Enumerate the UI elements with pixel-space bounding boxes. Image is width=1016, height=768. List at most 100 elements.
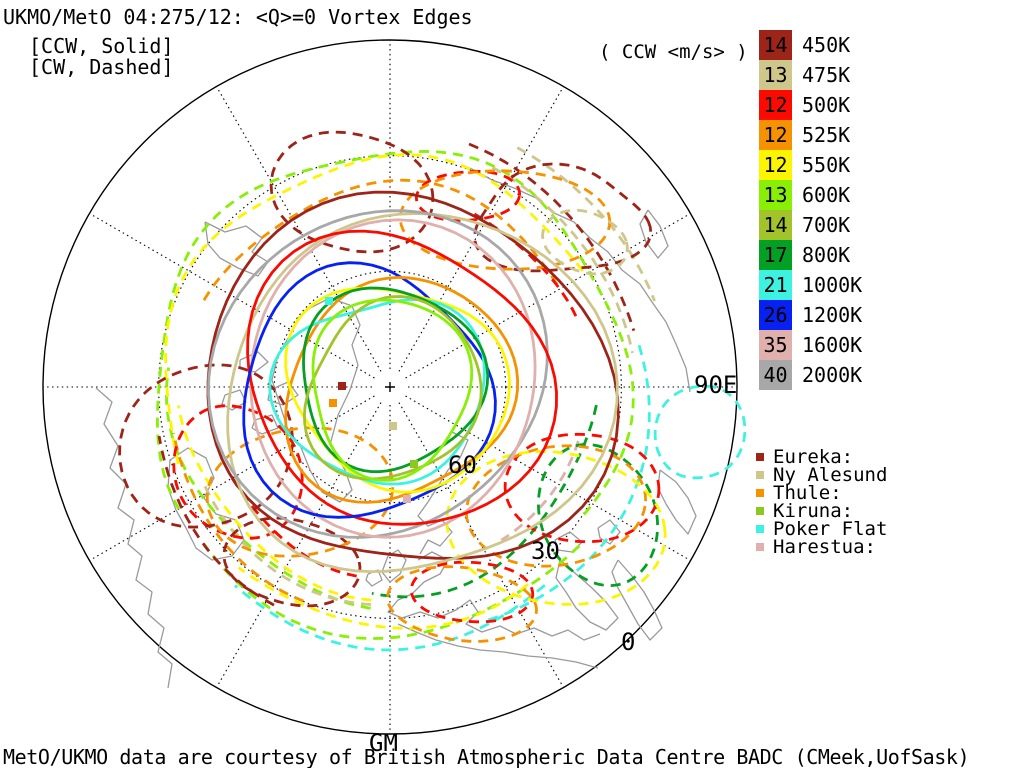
coastline-2: [267, 381, 299, 406]
coastline-17: [555, 559, 619, 631]
latitude-label-30: 30: [531, 537, 560, 565]
cw-dashed-arc-550K-3: [164, 153, 587, 465]
legend-row-525K: 12 525K: [759, 120, 1009, 150]
legend-level-label: 500K: [802, 93, 851, 117]
coastline-19: [657, 469, 697, 535]
cw-dashed-arc-525K-7: [172, 432, 305, 603]
page-title: UKMO/MetO 04:275/12: <Q>=0 Vortex Edges: [3, 5, 473, 29]
cw-dashed-loop-525K-10: [386, 565, 538, 643]
legend-row-475K: 13 475K: [759, 60, 1009, 90]
cw-dashed-arc-1000K-15: [234, 584, 546, 652]
ccw-vortex-edge-500K: [246, 229, 558, 526]
cw-dashed-loop-500K-6: [172, 404, 304, 540]
cw-dashed-loop-450K-0: [269, 130, 435, 254]
station-color-square: [756, 525, 764, 533]
latitude-label-0: 0: [621, 628, 636, 656]
station-color-square: [756, 543, 764, 551]
cw-dashed-loop-800K-11: [536, 443, 660, 587]
legend-swatch-1000K: 21: [759, 270, 792, 300]
station-name-label: Kiruna:: [773, 500, 854, 522]
legend-swatch-800K: 17: [759, 240, 792, 270]
ccw-vortex-edge-1000K: [268, 298, 486, 486]
station-color-square: [756, 507, 764, 515]
station-color-square: [756, 453, 764, 461]
meridian-label-90e: 90E: [694, 371, 738, 399]
station-marker-nyalesund: [389, 422, 397, 430]
ccw-vortex-edge-525K: [284, 276, 519, 504]
station-name-label: Poker Flat: [773, 518, 888, 540]
legend-row-2000K: 40 2000K: [759, 360, 1009, 390]
coastline-9: [639, 209, 669, 259]
legend-header: ( CCW <m/s> ): [599, 41, 748, 63]
legend-level-label: 600K: [802, 183, 851, 207]
cw-dashed-arc-600K-1: [164, 367, 371, 610]
station-row-nyalesund: Ny Alesund: [754, 464, 974, 486]
pole-marker: [385, 382, 395, 392]
legend-row-1600K: 35 1600K: [759, 330, 1009, 360]
station-marker-eureka: [338, 382, 346, 390]
cw-dashed-arc-550K-5: [237, 566, 529, 630]
coastline-0: [271, 297, 361, 503]
legend-level-label: 450K: [802, 33, 851, 57]
meridian-spoke-150: [89, 395, 375, 561]
legend-row-600K: 13 600K: [759, 180, 1009, 210]
cw-dashed-loop-500K-9: [409, 560, 535, 624]
legend-swatch-525K: 12: [759, 120, 792, 150]
ccw-vortex-edge-600K: [311, 298, 474, 482]
legend-swatch-1200K: 26: [759, 300, 792, 330]
legend-swatch-600K: 13: [759, 180, 792, 210]
station-row-harestua: Harestua:: [754, 536, 974, 558]
station-name-label: Thule:: [773, 482, 842, 504]
coastline-16: [397, 623, 599, 669]
legend-row-700K: 14 700K: [759, 210, 1009, 240]
station-color-square: [756, 489, 764, 497]
station-color-square: [756, 471, 764, 479]
legend-level-label: 2000K: [802, 363, 863, 387]
coastline-15: [387, 551, 601, 641]
cw-dashed-arc-550K-4: [177, 405, 372, 602]
subtitle-cw-dashed: [CW, Dashed]: [29, 55, 174, 79]
meridian-spoke-60: [398, 402, 564, 688]
station-name-label: Harestua:: [773, 536, 876, 558]
station-marker-pokerflat: [325, 297, 333, 305]
legend-swatch-1600K: 35: [759, 330, 792, 360]
legend-row-1200K: 26 1200K: [759, 300, 1009, 330]
cw-dashed-loop-550K-14: [445, 450, 667, 606]
legend-swatch-500K: 12: [759, 90, 792, 120]
legend-swatch-2000K: 40: [759, 360, 792, 390]
subtitle-ccw-solid: [CCW, Solid]: [29, 34, 174, 58]
meridian-spoke-330: [405, 213, 691, 379]
legend-level-label: 700K: [802, 213, 851, 237]
latitude-label-60: 60: [448, 451, 477, 479]
station-row-eureka: Eureka:: [754, 448, 974, 467]
ccw-vortex-edge-550K: [284, 286, 511, 494]
legend-swatch-450K: 14: [759, 30, 792, 60]
station-row-kiruna: Kiruna:: [754, 500, 974, 522]
cw-dashed-arc-525K-6: [202, 178, 562, 301]
legend-swatch-550K: 12: [759, 150, 792, 180]
meridian-spoke-300: [398, 86, 564, 372]
cw-dashed-arc-475K-10: [516, 146, 656, 302]
legend-swatch-700K: 14: [759, 210, 792, 240]
station-row-pokerflat: Poker Flat: [754, 518, 974, 540]
cw-dashed-arc-475K-8: [491, 166, 634, 354]
legend-level-label: 525K: [802, 123, 851, 147]
footer-credit: MetO/UKMO data are courtesy of British A…: [3, 745, 970, 768]
coastline-8: [469, 167, 691, 393]
legend-level-label: 1600K: [802, 333, 863, 357]
station-row-thule: Thule:: [754, 482, 974, 504]
legend-row-800K: 17 800K: [759, 240, 1009, 270]
station-marker-thule: [329, 399, 337, 407]
station-name-label: Ny Alesund: [773, 464, 888, 486]
ccw-vortex-edge-475K: [226, 212, 619, 573]
legend-row-500K: 12 500K: [759, 90, 1009, 120]
meridian-spoke-240: [216, 86, 382, 372]
meridian-spoke-30: [405, 395, 691, 561]
coastline-18: [611, 559, 663, 641]
legend-level-label: 550K: [802, 153, 851, 177]
legend-swatch-475K: 13: [759, 60, 792, 90]
ccw-vortex-edge-800K: [302, 286, 490, 474]
legend-level-label: 800K: [802, 243, 851, 267]
meridian-label-gm: GM: [369, 729, 398, 757]
